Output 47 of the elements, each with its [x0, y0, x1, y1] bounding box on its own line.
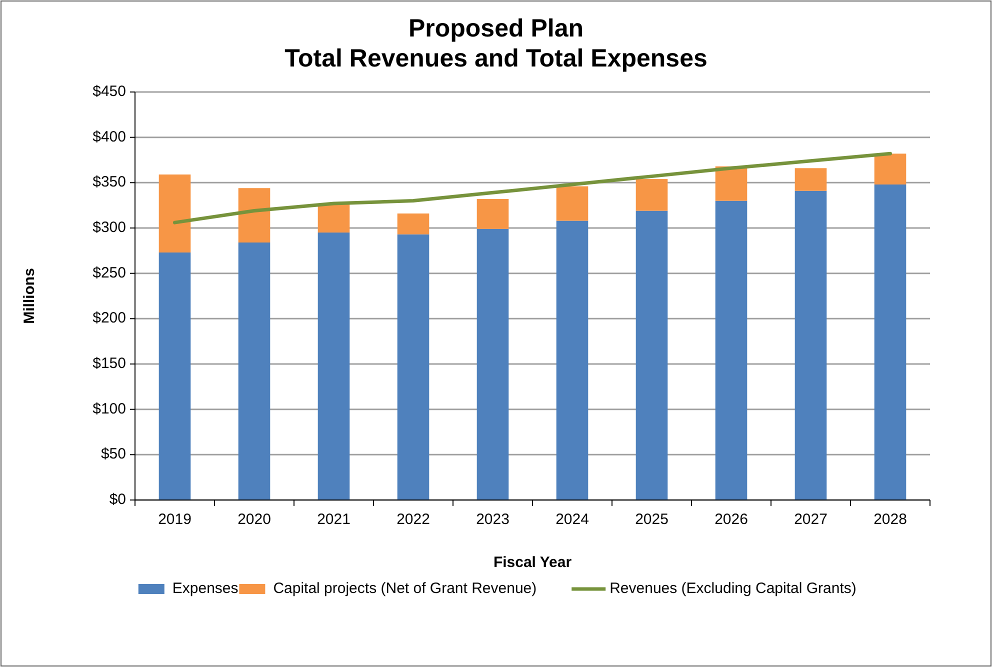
- x-tick-label: 2028: [874, 511, 907, 528]
- x-tick-label: 2023: [476, 511, 510, 528]
- bar: [636, 210, 668, 500]
- x-tick-label: 2021: [317, 511, 350, 528]
- x-axis-title: Fiscal Year: [493, 554, 572, 571]
- x-tick-label: 2025: [635, 511, 668, 528]
- bar: [318, 232, 350, 500]
- bar: [874, 154, 906, 184]
- y-tick-label: $400: [92, 128, 126, 146]
- legend-label: Capital projects (Net of Grant Revenue): [273, 580, 537, 597]
- x-tick-label: 2027: [794, 511, 828, 528]
- bar: [556, 186, 588, 221]
- bar: [397, 234, 430, 500]
- legend-label: Expenses: [172, 580, 238, 597]
- y-tick-label: $150: [92, 354, 126, 372]
- bar: [874, 184, 906, 500]
- y-tick-label: $200: [92, 310, 126, 327]
- chart-title: Proposed Plan Total Revenues and Total Expenses: [284, 14, 708, 73]
- bar: [794, 190, 827, 500]
- bar: [715, 166, 748, 201]
- x-tick-label: 2020: [238, 511, 271, 528]
- bar: [794, 168, 827, 191]
- bar: [238, 242, 270, 500]
- y-axis-title: Millions: [21, 268, 38, 324]
- x-tick-label: 2024: [556, 511, 589, 528]
- y-tick-label: $100: [92, 400, 126, 418]
- bar: [476, 228, 509, 500]
- bar: [238, 188, 270, 243]
- x-tick-label: 2019: [158, 511, 192, 528]
- y-tick-label: $450: [92, 82, 126, 100]
- bar: [476, 198, 509, 229]
- bar: [318, 204, 350, 233]
- y-tick-label: $300: [92, 218, 126, 236]
- legend-label: Revenues (Excluding Capital Grants): [610, 580, 856, 597]
- x-tick-label: 2026: [714, 511, 748, 528]
- bar: [636, 179, 668, 211]
- line-series: [173, 152, 892, 224]
- bar: [556, 220, 588, 500]
- y-tick-label: $50: [100, 446, 126, 463]
- bar: [715, 200, 748, 500]
- y-tick-label: $250: [92, 264, 126, 282]
- x-tick-label: 2022: [396, 511, 430, 528]
- bar: [158, 252, 191, 500]
- bar: [158, 174, 191, 252]
- y-tick-label: $0: [109, 490, 126, 508]
- y-tick-label: $350: [92, 174, 126, 191]
- bar: [397, 213, 430, 234]
